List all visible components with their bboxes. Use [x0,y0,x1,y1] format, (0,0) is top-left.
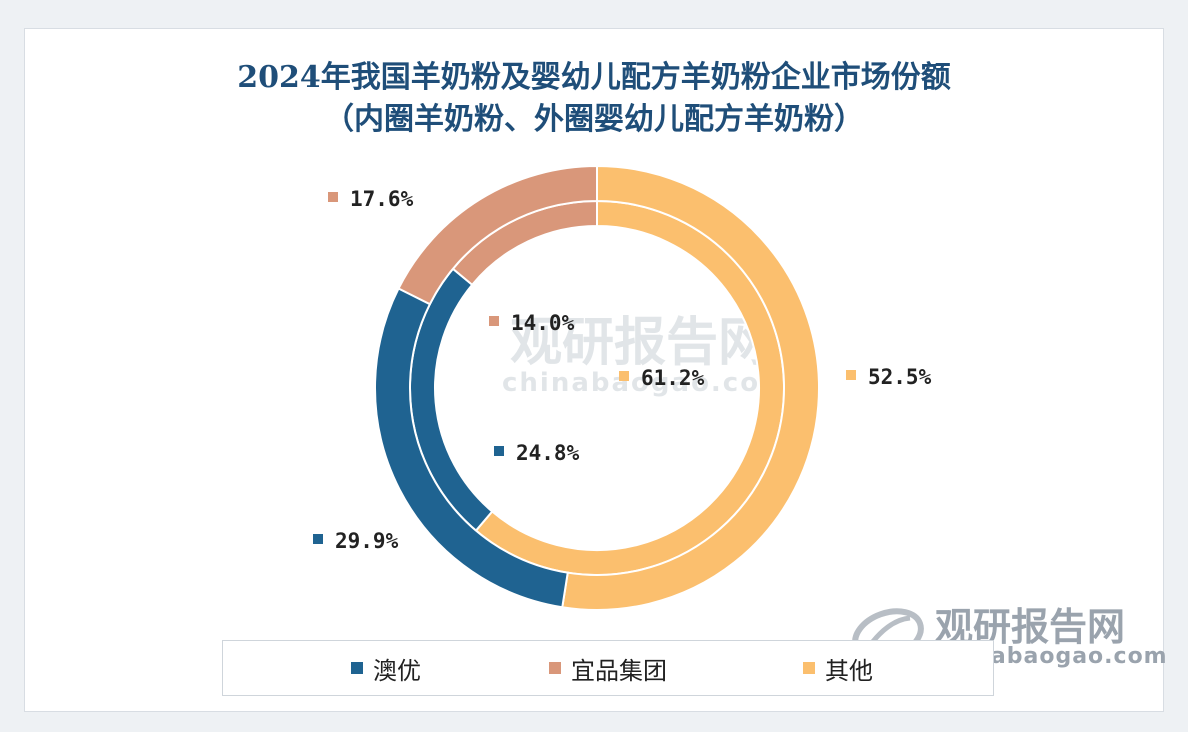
watermark-brand-cn-center: 观研报告网 [510,313,771,373]
label-marker-outer-yipin [328,192,338,202]
label-marker-inner-other [619,371,629,381]
label-marker-inner-yipin [489,316,499,326]
legend-swatch-other [803,662,815,674]
watermark-brand-en-center: chinabaogao.com [502,368,790,398]
data-label-outer-yipin: 17.6% [350,187,414,211]
chart-subtitle: （内圈羊奶粉、外圈婴幼儿配方羊奶粉） [324,102,864,137]
legend-swatch-aoyou [351,662,363,674]
data-label-inner-yipin: 14.0% [511,311,575,335]
label-marker-outer-other [846,370,856,380]
label-marker-outer-aoyou [313,534,323,544]
legend-item-other: 其他 [803,641,873,695]
data-label-outer-aoyou: 29.9% [335,529,399,553]
data-label-inner-other: 61.2% [641,366,705,390]
legend-label-aoyou: 澳优 [373,656,421,685]
chart-title: 2024年我国羊奶粉及婴幼儿配方羊奶粉企业市场份额 [237,60,951,95]
legend-swatch-yipin [549,662,561,674]
data-label-inner-aoyou: 24.8% [516,441,580,465]
legend-label-other: 其他 [825,656,873,685]
slice-outer-yipin [397,164,598,306]
legend: 澳优 宜品集团 其他 [222,640,994,696]
legend-item-aoyou: 澳优 [351,641,421,695]
legend-item-yipin: 宜品集团 [549,641,667,695]
legend-label-yipin: 宜品集团 [571,656,667,685]
data-label-outer-other: 52.5% [868,365,932,389]
label-marker-inner-aoyou [494,446,504,456]
